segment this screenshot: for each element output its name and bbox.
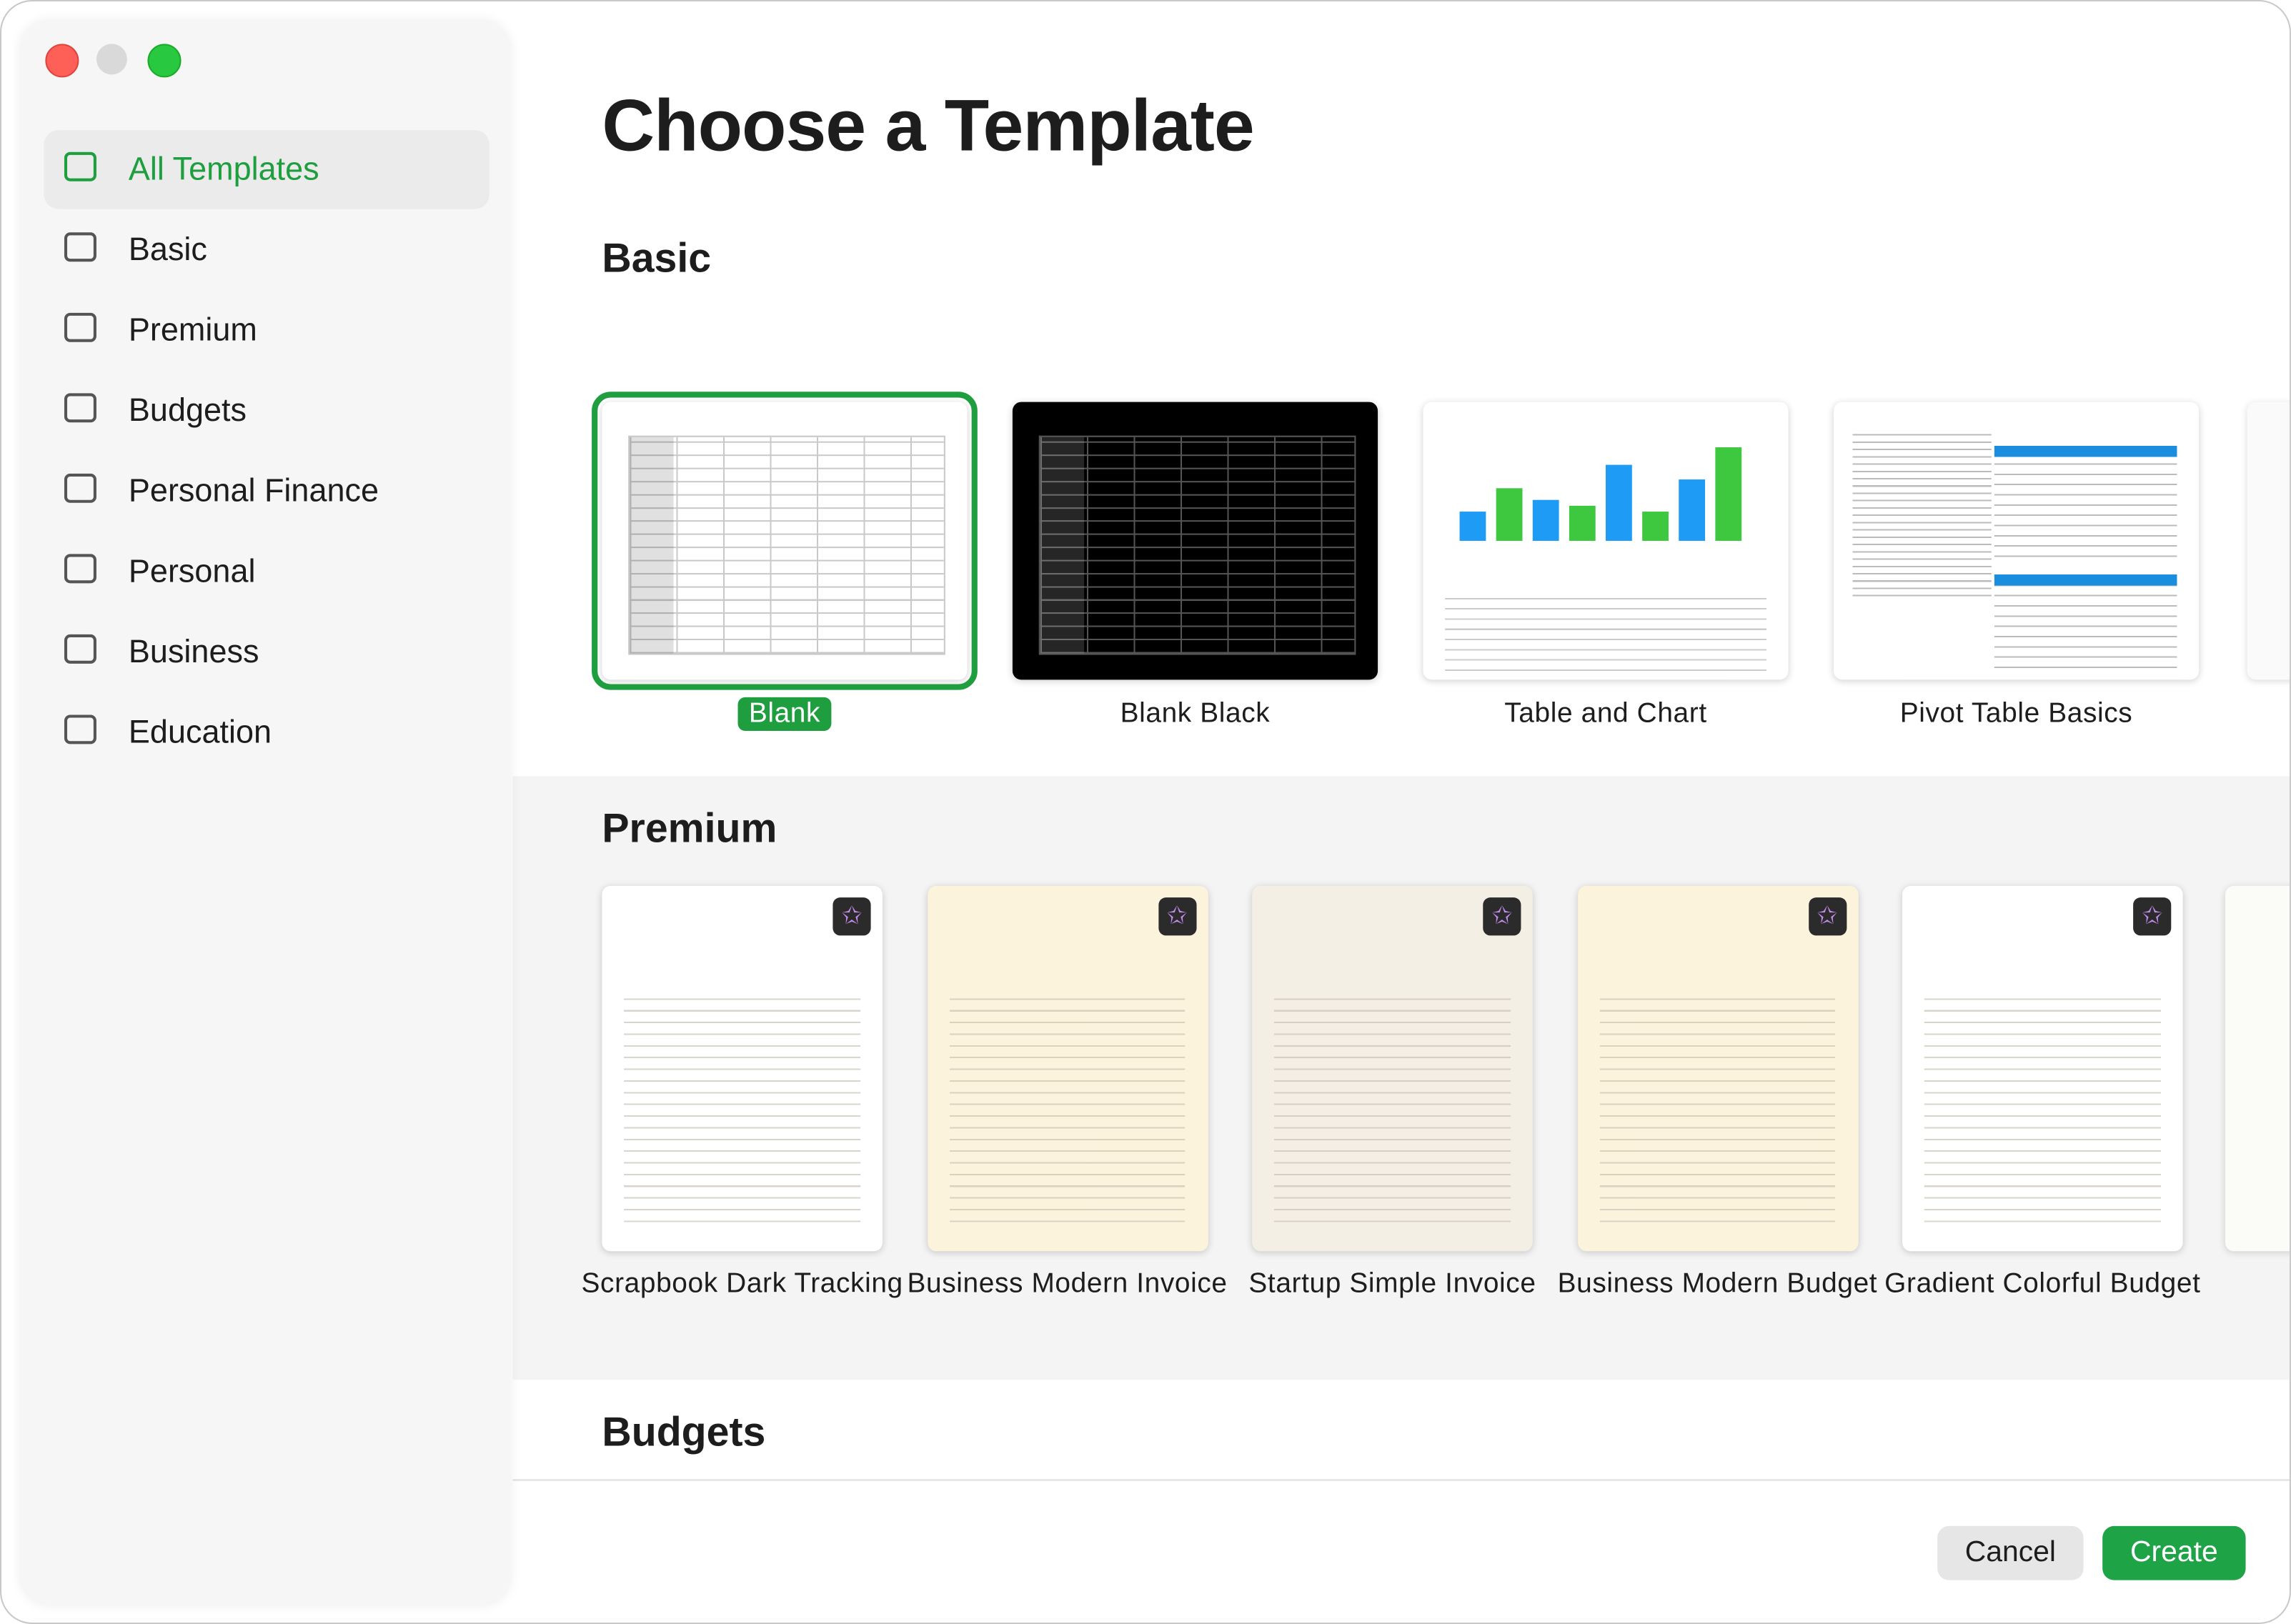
sidebar-icon — [64, 634, 96, 664]
chart-bar — [1606, 464, 1632, 541]
page-lines — [949, 995, 1186, 1222]
header-column — [1039, 437, 1084, 654]
template-label[interactable]: Table and Chart — [1394, 697, 1818, 731]
sidebar-item[interactable]: All Templates — [44, 130, 489, 209]
footer-divider — [512, 1479, 2290, 1481]
template-name[interactable]: Blank — [738, 697, 831, 731]
sidebar-item[interactable]: Personal — [44, 532, 489, 611]
sidebar-icon — [64, 473, 96, 503]
premium-badge: ✩ — [1808, 897, 1847, 936]
page-lines — [624, 995, 860, 1222]
premium-badge: ✩ — [2133, 897, 2172, 936]
section-title: Basic — [602, 235, 712, 281]
chart-bar — [1715, 447, 1742, 541]
premium-badge: ✩ — [833, 897, 871, 936]
sidebar-item[interactable]: Personal Finance — [44, 452, 489, 530]
sidebar-item[interactable]: Business — [44, 612, 489, 691]
template-thumbnail[interactable] — [1423, 402, 1789, 680]
sheet-grid — [1038, 435, 1356, 655]
pivot-table — [1994, 574, 2177, 669]
chart-bar — [1679, 479, 1706, 541]
template-name[interactable]: Pivot Table Basics — [1899, 698, 2133, 729]
partial-thumbnail — [2225, 885, 2290, 1252]
template-name[interactable]: Table and Chart — [1504, 698, 1707, 729]
sidebar-icon — [64, 393, 96, 423]
template-name[interactable]: Business Modern Budget — [1557, 1268, 1878, 1300]
sidebar — [20, 20, 510, 1605]
sidebar-icon — [64, 232, 96, 262]
zoom-button[interactable] — [147, 44, 182, 78]
template-name[interactable]: Blank Black — [1120, 698, 1271, 729]
chart-bar — [1496, 488, 1523, 541]
template-thumbnail[interactable]: ✩ — [1252, 885, 1533, 1252]
section-title: Premium — [602, 805, 777, 851]
pivot-text — [1852, 429, 1991, 597]
sidebar-icon — [64, 714, 96, 744]
template-thumbnail[interactable]: ✩ — [1577, 885, 1858, 1252]
sidebar-icon — [64, 554, 96, 584]
premium-badge: ✩ — [1158, 897, 1196, 936]
chart-bar — [1459, 512, 1486, 541]
template-thumbnail[interactable]: ✩ — [602, 885, 883, 1252]
template-name[interactable]: Gradient Colorful Budget — [1884, 1268, 2201, 1300]
template-name[interactable]: Startup Simple Invoice — [1248, 1268, 1536, 1300]
template-thumbnail[interactable]: ✩ — [927, 885, 1208, 1252]
partial-thumbnail — [2247, 402, 2290, 680]
page-lines — [1599, 995, 1836, 1222]
template-name[interactable]: Scrapbook Dark Tracking — [581, 1268, 903, 1300]
sidebar-item[interactable]: Basic — [44, 211, 489, 289]
template-thumbnail[interactable]: ✩ — [1902, 885, 2183, 1252]
page-lines — [1924, 995, 2161, 1222]
cancel-button[interactable]: Cancel — [1937, 1525, 2084, 1580]
window-title: Choose a Template — [602, 84, 1254, 167]
template-thumbnail[interactable] — [592, 392, 978, 690]
sidebar-item[interactable]: Education — [44, 693, 489, 772]
sidebar-icon — [64, 312, 96, 342]
sidebar-item[interactable]: Budgets — [44, 372, 489, 450]
template-label[interactable]: Blank Black — [983, 697, 1407, 731]
premium-badge: ✩ — [1483, 897, 1521, 936]
sidebar-icon — [64, 151, 96, 181]
create-button[interactable]: Create — [2102, 1525, 2246, 1580]
table-lines — [1445, 596, 1766, 672]
sidebar-item[interactable]: Premium — [44, 291, 489, 369]
chart-bar — [1642, 512, 1669, 541]
chart-bar — [1532, 499, 1559, 541]
close-button[interactable] — [45, 44, 79, 78]
page-lines — [1274, 995, 1511, 1222]
template-label[interactable]: Blank — [572, 697, 996, 731]
template-label[interactable]: Pivot Table Basics — [1804, 697, 2228, 731]
header-column — [629, 437, 673, 654]
pivot-table — [1994, 446, 2177, 558]
template-thumbnail[interactable] — [1012, 402, 1378, 680]
sheet-grid — [627, 435, 945, 655]
chart-bar — [1569, 505, 1596, 541]
template-thumbnail[interactable] — [1833, 402, 2200, 680]
section-title: Budgets — [602, 1409, 766, 1455]
minimize-button — [96, 44, 127, 75]
template-name[interactable]: Business Modern Invoice — [907, 1268, 1228, 1300]
